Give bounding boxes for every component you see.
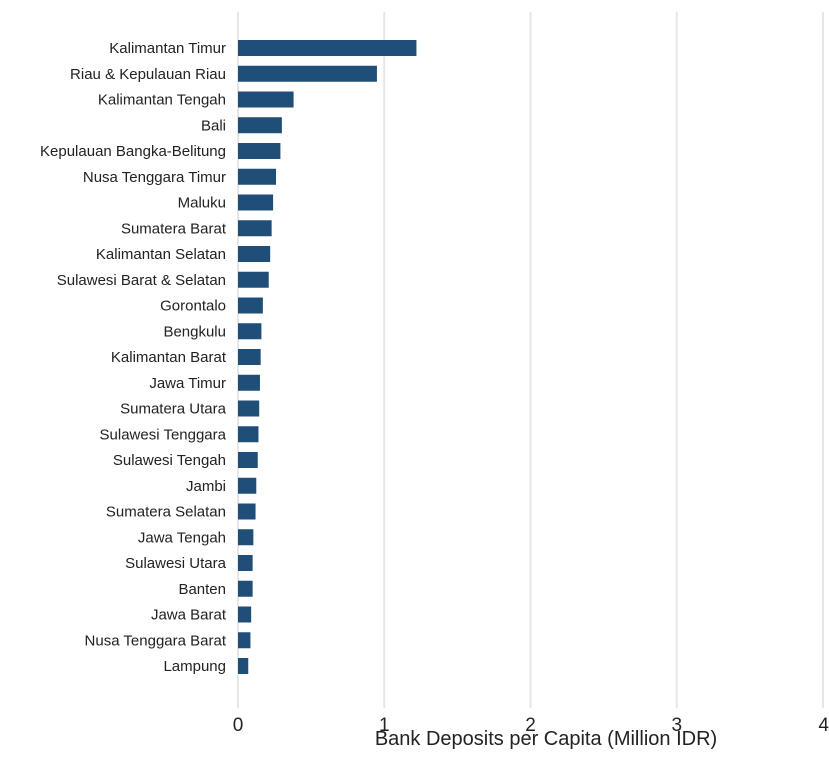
bar — [238, 143, 281, 159]
category-label: Jawa Barat — [151, 607, 227, 624]
bar — [238, 246, 271, 262]
bar — [238, 555, 253, 571]
category-label: Bengkulu — [163, 323, 226, 340]
category-label: Jawa Tengah — [138, 529, 226, 546]
category-label: Kalimantan Selatan — [96, 246, 226, 263]
bar — [238, 503, 256, 520]
category-label: Nusa Tenggara Barat — [85, 632, 227, 649]
category-label: Bali — [201, 117, 226, 134]
bar — [238, 297, 263, 314]
grid-lines — [237, 12, 824, 708]
category-label: Sulawesi Tenggara — [100, 426, 227, 443]
x-tick-label: 3 — [671, 715, 682, 736]
category-label: Sulawesi Utara — [125, 555, 227, 572]
category-label: Lampung — [163, 658, 226, 675]
category-label: Jawa Timur — [149, 375, 226, 392]
category-label: Sulawesi Barat & Selatan — [57, 272, 226, 289]
bar — [238, 65, 377, 82]
bar — [238, 117, 282, 134]
x-tick-label: 0 — [233, 715, 244, 736]
bar — [238, 168, 277, 185]
category-labels: Kalimantan Timur Riau & Kepulauan Riau Kal… — [40, 40, 227, 675]
category-label: Jambi — [186, 478, 226, 495]
bars — [238, 40, 417, 674]
bar — [238, 91, 294, 108]
bar — [238, 580, 253, 597]
x-tick-label: 2 — [525, 715, 536, 736]
bar — [238, 349, 261, 365]
bar — [238, 271, 269, 288]
category-label: Kalimantan Barat — [111, 349, 227, 366]
bar — [238, 400, 260, 417]
bar — [238, 220, 272, 237]
category-label: Maluku — [178, 195, 226, 212]
category-label: Kalimantan Tengah — [98, 92, 226, 109]
bar — [238, 632, 251, 649]
bar — [238, 658, 249, 674]
x-tick-label: 1 — [379, 715, 390, 736]
category-label: Banten — [178, 581, 226, 598]
category-label: Sumatera Barat — [121, 220, 227, 237]
category-label: Sumatera Utara — [120, 401, 227, 418]
bar — [238, 426, 259, 443]
category-label: Riau & Kepulauan Riau — [70, 66, 226, 83]
bar — [238, 606, 252, 623]
category-label: Gorontalo — [160, 298, 226, 315]
bar — [238, 40, 417, 56]
bar — [238, 452, 258, 468]
bar — [238, 529, 254, 546]
x-tick-labels: 0 1 2 3 4 — [233, 715, 829, 736]
x-axis-title: Bank Deposits per Capita (Million IDR) — [375, 728, 717, 750]
bar — [238, 323, 262, 340]
x-tick-label: 4 — [818, 715, 829, 736]
category-label: Kalimantan Timur — [109, 40, 226, 57]
bar — [238, 374, 260, 391]
category-label: Nusa Tenggara Timur — [83, 169, 226, 186]
category-label: Kepulauan Bangka-Belitung — [40, 143, 226, 160]
category-label: Sumatera Selatan — [106, 504, 226, 521]
category-label: Sulawesi Tengah — [113, 452, 226, 469]
bar — [238, 477, 257, 494]
bar — [238, 194, 274, 211]
